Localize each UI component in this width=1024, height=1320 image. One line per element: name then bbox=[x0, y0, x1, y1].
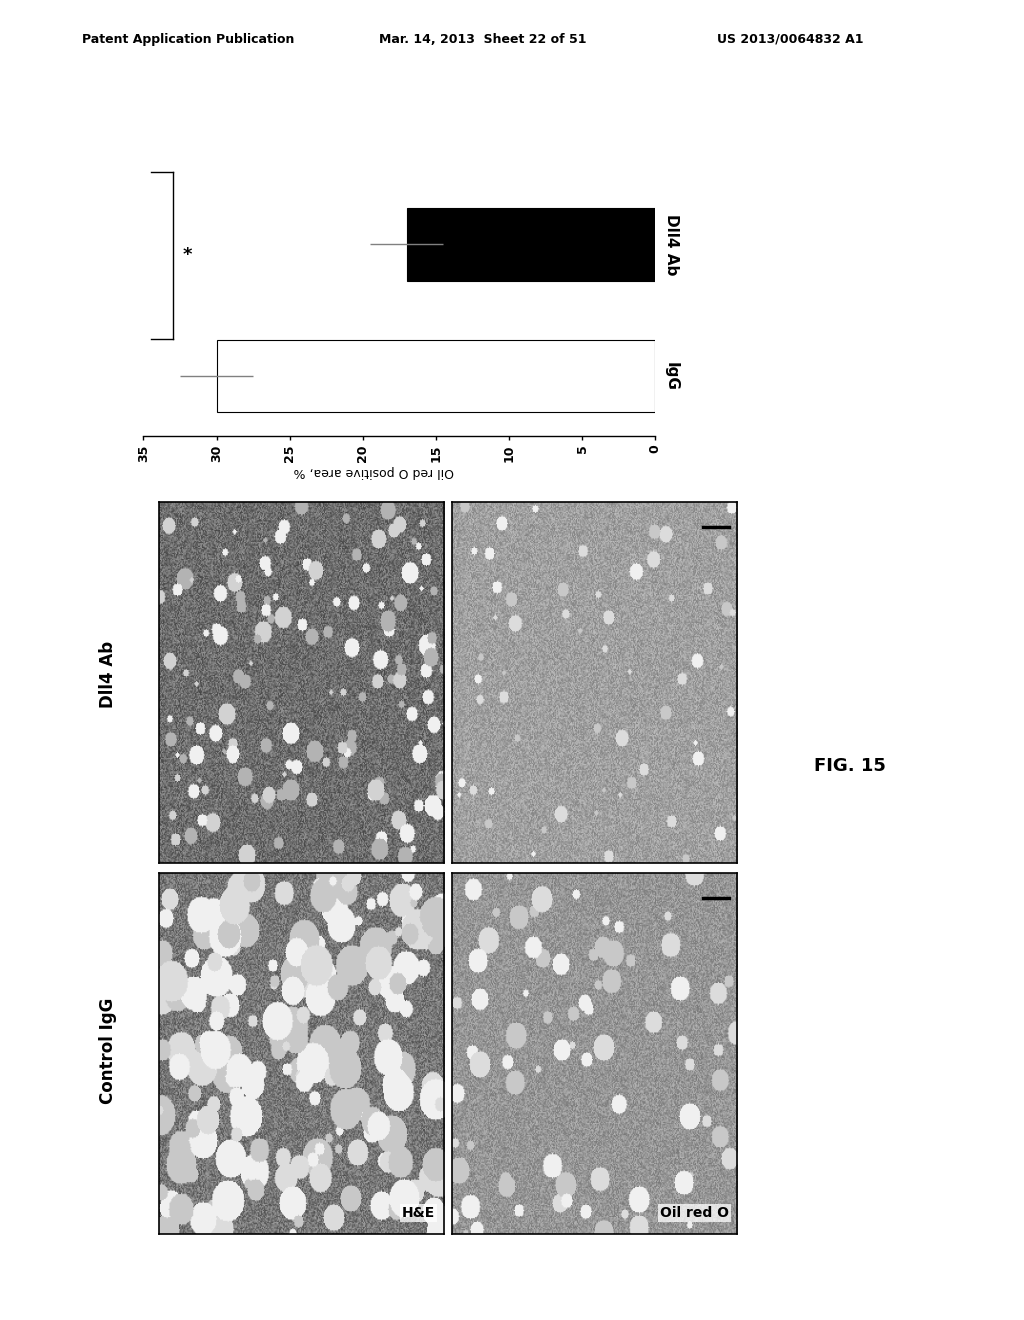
Text: Patent Application Publication: Patent Application Publication bbox=[82, 33, 294, 46]
Bar bbox=[216, 339, 655, 412]
Text: Mar. 14, 2013  Sheet 22 of 51: Mar. 14, 2013 Sheet 22 of 51 bbox=[379, 33, 587, 46]
Text: Control IgG: Control IgG bbox=[98, 998, 117, 1105]
Text: H&E: H&E bbox=[402, 1205, 435, 1220]
Bar bbox=[407, 209, 655, 281]
Text: Dll4 Ab: Dll4 Ab bbox=[98, 640, 117, 708]
Text: FIG. 15: FIG. 15 bbox=[814, 756, 886, 775]
Text: Oil red O positive area, %: Oil red O positive area, % bbox=[294, 465, 454, 478]
Text: US 2013/0064832 A1: US 2013/0064832 A1 bbox=[717, 33, 863, 46]
Text: Oil red O: Oil red O bbox=[659, 1205, 729, 1220]
Text: *: * bbox=[182, 247, 191, 264]
